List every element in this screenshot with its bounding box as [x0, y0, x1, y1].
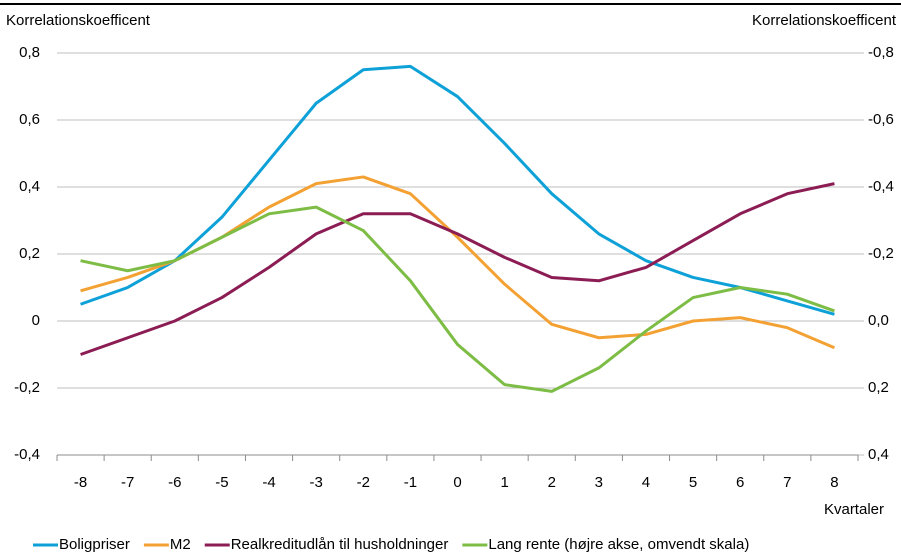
- legend-label: M2: [170, 536, 191, 553]
- x-tick-label: 0: [453, 474, 461, 491]
- y-tick-label: -0,4: [14, 446, 40, 463]
- y2-axis-label: Korrelationskoefficent: [752, 12, 897, 29]
- legend-label: Realkreditudlån til husholdninger: [231, 536, 449, 553]
- x-tick-label: -1: [404, 474, 417, 491]
- x-tick-label: 1: [500, 474, 508, 491]
- x-tick-label: -2: [357, 474, 370, 491]
- legend-label: Boligpriser: [59, 536, 130, 553]
- x-tick-label: 6: [736, 474, 744, 491]
- y-tick-label: 0: [32, 312, 40, 329]
- x-tick-label: 5: [689, 474, 697, 491]
- series-line: [80, 64, 835, 316]
- x-tick-label: 7: [783, 474, 791, 491]
- y-tick-label: 0,2: [19, 245, 40, 262]
- y2-tick-label: 0,2: [868, 379, 889, 396]
- y-tick-label: 0,8: [19, 44, 40, 61]
- series-line: [80, 182, 835, 356]
- x-tick-label: 8: [830, 474, 838, 491]
- y2-tick-label: -0,6: [868, 111, 894, 128]
- legend-label: Lang rente (højre akse, omvendt skala): [488, 536, 749, 553]
- x-tick-label: 2: [548, 474, 556, 491]
- y-tick-label: 0,6: [19, 111, 40, 128]
- y2-tick-label: 0,0: [868, 312, 889, 329]
- y-axis-label: Korrelationskoefficent: [6, 12, 151, 29]
- y2-tick-label: -0,4: [868, 178, 894, 195]
- y-tick-label: -0,2: [14, 379, 40, 396]
- series-line: [80, 175, 836, 350]
- x-tick-label: -5: [215, 474, 228, 491]
- y-tick-label: 0,4: [19, 178, 40, 195]
- x-tick-label: -8: [74, 474, 87, 491]
- x-axis-label: Kvartaler: [824, 501, 884, 518]
- x-tick-label: -6: [168, 474, 181, 491]
- y2-tick-label: -0,2: [868, 245, 894, 262]
- x-tick-label: -3: [309, 474, 322, 491]
- x-tick-label: 3: [595, 474, 603, 491]
- y2-tick-label: 0,4: [868, 446, 889, 463]
- x-tick-label: 4: [642, 474, 650, 491]
- x-tick-label: -7: [121, 474, 134, 491]
- x-tick-label: -4: [262, 474, 275, 491]
- series-line: [80, 205, 835, 393]
- y2-tick-label: -0,8: [868, 44, 894, 61]
